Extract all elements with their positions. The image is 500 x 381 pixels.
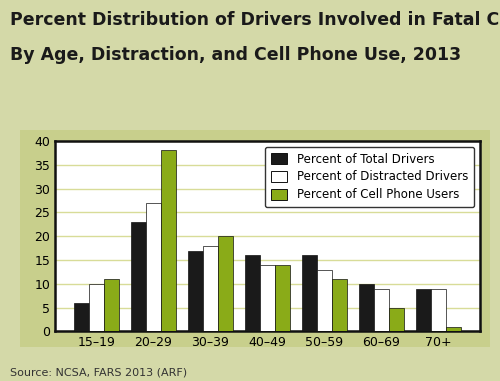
Bar bbox=[246, 255, 260, 331]
Bar bbox=[161, 150, 176, 331]
Bar bbox=[374, 289, 389, 331]
Bar bbox=[431, 289, 446, 331]
Bar bbox=[416, 289, 431, 331]
Bar bbox=[203, 246, 218, 331]
Text: Percent Distribution of Drivers Involved in Fatal Crashes: Percent Distribution of Drivers Involved… bbox=[10, 11, 500, 29]
Bar bbox=[260, 265, 275, 331]
Bar bbox=[317, 270, 332, 331]
Bar bbox=[446, 327, 460, 331]
Bar bbox=[275, 265, 289, 331]
Bar bbox=[89, 284, 104, 331]
Bar bbox=[389, 308, 404, 331]
Bar bbox=[74, 303, 89, 331]
Bar bbox=[359, 284, 374, 331]
Bar bbox=[218, 236, 232, 331]
Bar bbox=[188, 251, 203, 331]
Bar bbox=[332, 279, 346, 331]
Bar bbox=[132, 222, 146, 331]
Bar bbox=[146, 203, 161, 331]
Legend: Percent of Total Drivers, Percent of Distracted Drivers, Percent of Cell Phone U: Percent of Total Drivers, Percent of Dis… bbox=[265, 147, 474, 207]
Text: Source: NCSA, FARS 2013 (ARF): Source: NCSA, FARS 2013 (ARF) bbox=[10, 367, 187, 377]
Text: By Age, Distraction, and Cell Phone Use, 2013: By Age, Distraction, and Cell Phone Use,… bbox=[10, 46, 461, 64]
Bar bbox=[302, 255, 317, 331]
Bar bbox=[104, 279, 119, 331]
